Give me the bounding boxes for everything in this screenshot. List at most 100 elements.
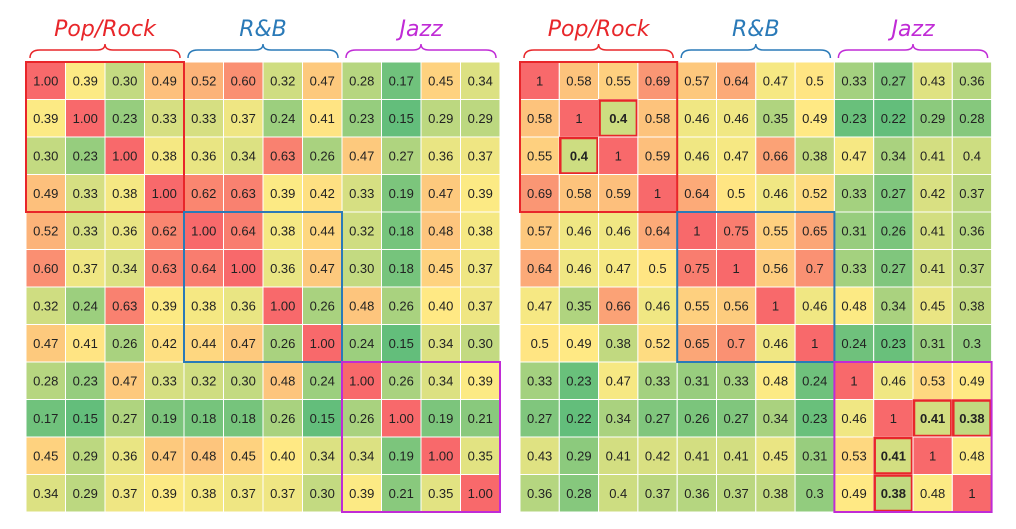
heatmap-cell [558,174,600,213]
heatmap-right: 1 0.58 0.55 0.69 0.57 0.64 0.47 0.5 0.33 0.27 0.43… [519,17,993,513]
cell-value-label: 0.27 [112,411,137,426]
cell-value-label: 0.18 [231,411,256,426]
heatmap-cell [65,99,106,138]
heatmap-cell [951,61,993,100]
heatmap-cell [183,324,224,363]
cell-value-label: 0.38 [606,336,631,351]
cell-value-label: 0.41 [606,448,631,463]
heatmap-cell [912,436,953,475]
cell-value-label: 1.00 [270,298,295,313]
cell-value-label: 0.21 [468,411,493,426]
heatmap-cell [951,211,993,250]
heatmap-cell [951,286,993,325]
cell-value-label: 1 [811,336,818,351]
cell-value-label: 0.37 [270,486,295,501]
heatmap-cell [755,474,796,513]
cell-value-label: 0.37 [112,486,137,501]
group-bracket [345,43,497,59]
cell-value-label: 0.46 [723,111,748,126]
heatmap-cell [676,474,718,513]
cell-value-label: 0.29 [428,111,453,126]
cell-value-label: 0.27 [527,411,552,426]
highlight-box [873,436,914,475]
cell-value-label: 0.69 [645,73,670,88]
heatmap-cell [25,211,66,250]
cell-value-label: 1 [929,448,936,463]
heatmap-cell [558,474,600,513]
cell-value-label: 0.38 [881,486,906,501]
heatmap-cell [833,436,875,475]
heatmap-cell [833,61,875,100]
cell-value-label: 0.18 [389,223,414,238]
cell-value-label: 0.37 [723,486,748,501]
cell-value-label: 0.28 [33,373,58,388]
cell-value-label: 0.34 [606,411,631,426]
cell-value-label: 0.34 [428,336,453,351]
cell-value-label: 0.32 [191,373,216,388]
cell-value-label: 0.65 [802,223,827,238]
cell-value-label: 0.33 [723,373,748,388]
heatmap-cell [341,174,382,213]
cell-value-label: 0.64 [231,223,256,238]
cell-value-label: 0.31 [920,336,945,351]
heatmap-cell [223,436,264,475]
cell-value-label: 0.65 [684,336,709,351]
cell-value-label: 1.00 [152,186,177,201]
heatmap-cell [223,286,264,325]
heatmap-cell [223,99,264,138]
cell-value-label: 0.45 [231,448,256,463]
cell-value-label: 0.37 [231,111,256,126]
cell-value-label: 0.31 [802,448,827,463]
cell-value-label: 0.46 [566,261,591,276]
cell-value-label: 0.37 [468,298,493,313]
cell-value-label: 1.00 [428,448,453,463]
cell-value-label: 0.5 [727,186,745,201]
cell-value-label: 0.35 [468,448,493,463]
cell-value-label: 0.36 [231,298,256,313]
cell-value-label: 0.37 [468,261,493,276]
heatmap-cell [302,436,343,475]
cell-value-label: 0.63 [152,261,177,276]
cell-value-label: 0.56 [763,261,788,276]
cell-value-label: 0.47 [152,448,177,463]
cell-value-label: 0.35 [428,486,453,501]
cell-value-label: 0.38 [112,186,137,201]
cell-value-label: 1 [575,111,582,126]
heatmap-cell [637,399,678,438]
cell-value-label: 0.33 [527,373,552,388]
cell-value-label: 0.46 [763,336,788,351]
heatmap-cell [183,474,224,513]
cell-value-label: 0.45 [428,261,453,276]
heatmap-cell [873,99,914,138]
heatmap-cell [873,361,914,400]
heatmap-cell [951,474,993,513]
group-box [676,211,836,363]
cell-value-label: 0.26 [389,373,414,388]
cell-value-label: 0.27 [881,186,906,201]
heatmap-cell [637,211,678,250]
heatmap-cell [794,211,835,250]
heatmap-cell [558,324,600,363]
cell-value-label: 0.33 [645,373,670,388]
cell-value-label: 0.37 [231,486,256,501]
heatmap-cell [676,399,718,438]
cell-value-label: 0.45 [763,448,788,463]
cell-value-label: 0.33 [841,261,866,276]
heatmap-cell [104,361,145,400]
heatmap-cell [833,399,875,438]
cell-value-label: 0.19 [389,186,414,201]
heatmap-cell [519,61,560,100]
group-label: Jazz [395,17,443,42]
cell-value-label: 0.36 [959,73,984,88]
heatmap-cell [25,249,66,288]
heatmap-cell [381,399,422,438]
cell-value-label: 0.5 [531,336,549,351]
cell-value-label: 0.39 [349,486,374,501]
cell-value-label: 0.48 [959,448,984,463]
heatmap-cell [381,99,422,138]
heatmap-cell [25,361,66,400]
cell-value-label: 0.22 [566,411,591,426]
cell-value-label: 0.45 [33,448,58,463]
cell-value-label: 0.5 [649,261,667,276]
cell-value-label: 0.31 [841,223,866,238]
